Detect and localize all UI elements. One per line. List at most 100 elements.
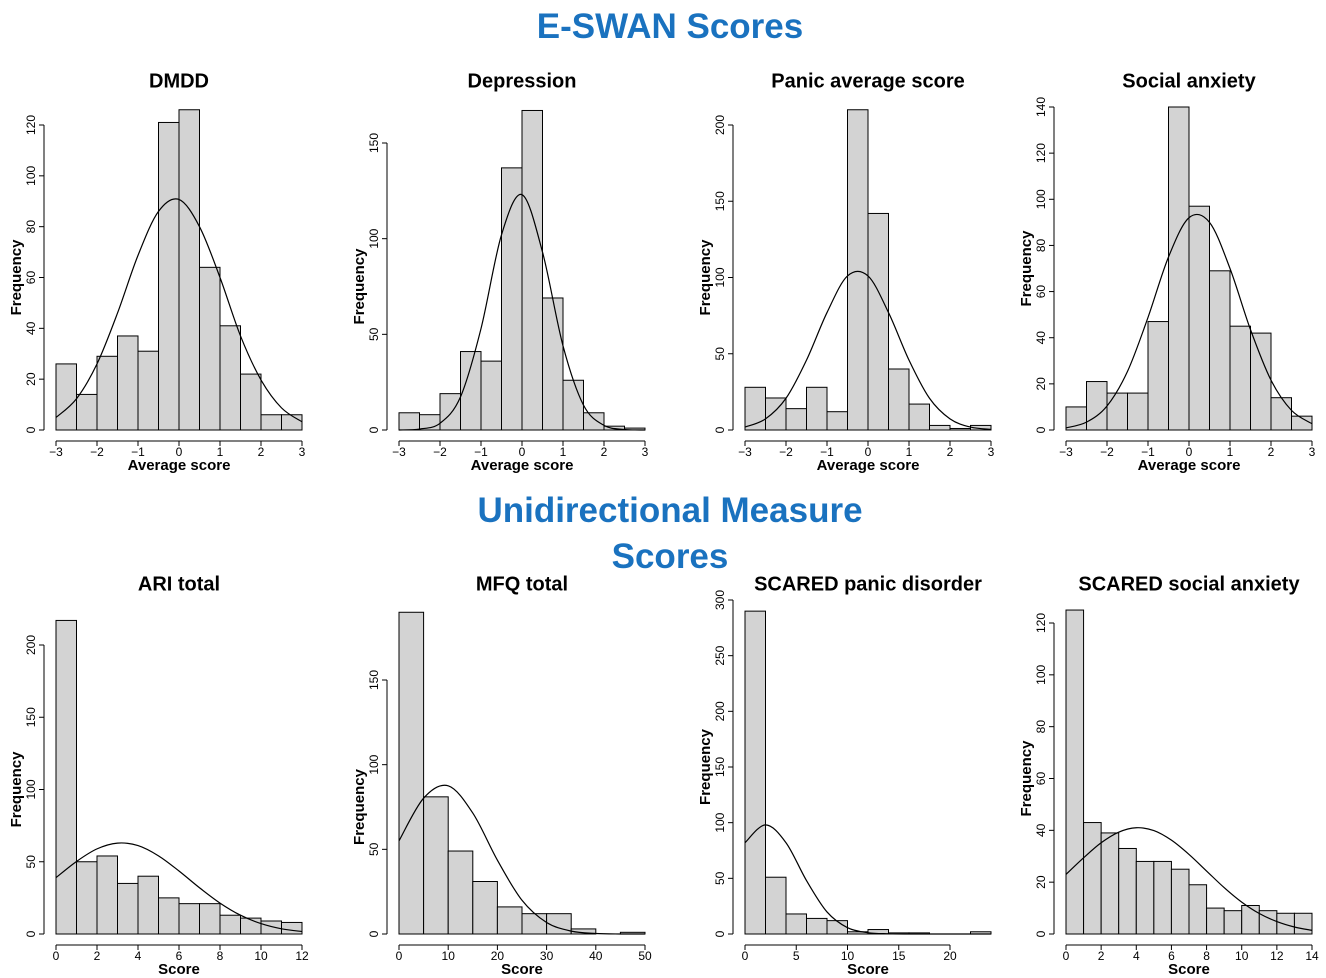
histogram-bar <box>76 393 98 431</box>
histogram-bar <box>826 411 848 431</box>
y-tick-label: 0 <box>713 426 727 433</box>
y-tick-label: 100 <box>367 228 381 248</box>
histogram-bar <box>501 167 523 431</box>
chart-title: SCARED panic disorder <box>754 573 982 595</box>
x-tick-label: 8 <box>1203 949 1210 963</box>
y-tick-label: 100 <box>24 779 38 799</box>
histogram-bar <box>96 355 118 431</box>
x-tick-label: 6 <box>1168 949 1175 963</box>
histogram-bar <box>929 424 951 431</box>
histogram-bar <box>1065 609 1085 935</box>
histogram-bar <box>908 403 930 431</box>
histogram-bar <box>240 373 262 431</box>
y-tick-label: 60 <box>1034 285 1048 299</box>
histogram-bar <box>521 109 543 431</box>
y-tick-label: 50 <box>713 871 727 885</box>
y-tick-label: 200 <box>24 635 38 655</box>
chart-title: SCARED social anxiety <box>1078 573 1300 595</box>
x-tick-label: 3 <box>1309 445 1316 459</box>
x-tick-label: −3 <box>738 445 752 459</box>
x-tick-label: 20 <box>943 949 957 963</box>
x-tick-label: 14 <box>1305 949 1319 963</box>
chart-title: ARI total <box>138 573 220 595</box>
chart-title: DMDD <box>149 70 209 92</box>
histogram-bar <box>439 393 461 431</box>
x-axis-label: Score <box>158 961 200 978</box>
normal-curve <box>398 784 646 935</box>
x-tick-label: 20 <box>491 949 505 963</box>
x-tick-label: 0 <box>176 445 183 459</box>
x-tick-label: 12 <box>295 949 309 963</box>
histogram-bar <box>480 360 502 431</box>
x-tick-label: 5 <box>793 949 800 963</box>
histogram-bar <box>521 913 548 935</box>
x-tick-label: 0 <box>742 949 749 963</box>
histogram-bar <box>867 212 889 431</box>
histogram-bar <box>1065 406 1087 431</box>
x-tick-label: 40 <box>589 949 603 963</box>
x-tick-label: 10 <box>841 949 855 963</box>
x-tick-label: −1 <box>820 445 834 459</box>
x-axis-label: Score <box>1168 961 1210 978</box>
histogram-bar <box>137 350 159 431</box>
y-tick-label: 40 <box>24 321 38 335</box>
histogram-bar <box>744 610 766 935</box>
y-tick-label: 40 <box>1034 823 1048 837</box>
x-tick-label: 0 <box>53 949 60 963</box>
x-tick-label: 1 <box>906 445 913 459</box>
normal-curve <box>55 842 303 933</box>
y-tick-label: 120 <box>24 115 38 135</box>
y-axis-label: Frequency <box>8 239 25 316</box>
histogram-bar <box>1258 910 1278 935</box>
x-axis-label: Average score <box>817 457 920 474</box>
x-tick-label: −2 <box>433 445 447 459</box>
y-tick-label: 60 <box>24 271 38 285</box>
y-tick-label: 50 <box>713 347 727 361</box>
y-tick-label: 50 <box>367 842 381 856</box>
x-tick-label: 10 <box>254 949 268 963</box>
chart-title: Social anxiety <box>1122 70 1256 92</box>
histogram-bar <box>158 897 180 935</box>
y-tick-label: 50 <box>24 855 38 869</box>
chart-title: Panic average score <box>771 70 964 92</box>
histogram-bar <box>96 855 118 935</box>
y-tick-label: 80 <box>24 220 38 234</box>
histogram-bar <box>1086 381 1108 431</box>
x-tick-label: 2 <box>258 445 265 459</box>
normal-curve <box>744 270 992 430</box>
y-tick-label: 100 <box>713 267 727 287</box>
y-tick-label: 100 <box>1034 665 1048 685</box>
x-tick-label: −2 <box>90 445 104 459</box>
histogram-bar <box>583 412 605 431</box>
histogram-bar <box>806 386 828 431</box>
y-tick-label: 120 <box>1034 613 1048 633</box>
x-axis-label: Average score <box>1138 457 1241 474</box>
histogram-bar <box>562 379 584 431</box>
x-tick-label: 0 <box>396 949 403 963</box>
x-tick-label: −3 <box>1059 445 1073 459</box>
normal-curve <box>398 194 646 431</box>
histogram-bar <box>117 335 139 431</box>
histogram-bar <box>1229 325 1251 431</box>
y-tick-label: 140 <box>1034 97 1048 117</box>
y-tick-label: 20 <box>1034 377 1048 391</box>
histogram-bar <box>1241 904 1260 935</box>
histogram-bar <box>888 368 910 431</box>
y-tick-label: 0 <box>713 930 727 937</box>
x-tick-label: 0 <box>865 445 872 459</box>
histogram-panel: SCARED panic disorder 0 5 10 15 20 Score 0 50 100… <box>697 573 992 978</box>
x-tick-label: 50 <box>638 949 652 963</box>
y-tick-label: 0 <box>1034 930 1048 937</box>
x-tick-label: 2 <box>1268 445 1275 459</box>
y-tick-label: 100 <box>1034 189 1048 209</box>
histogram-bar <box>496 906 523 935</box>
y-axis-label: Frequency <box>351 248 368 325</box>
x-tick-label: 0 <box>1186 445 1193 459</box>
x-tick-label: 1 <box>1227 445 1234 459</box>
x-tick-label: −2 <box>779 445 793 459</box>
histogram-bar <box>1168 106 1190 431</box>
y-tick-label: 80 <box>1034 238 1048 252</box>
histogram-bar <box>219 914 241 935</box>
x-axis-label: Average score <box>128 457 231 474</box>
